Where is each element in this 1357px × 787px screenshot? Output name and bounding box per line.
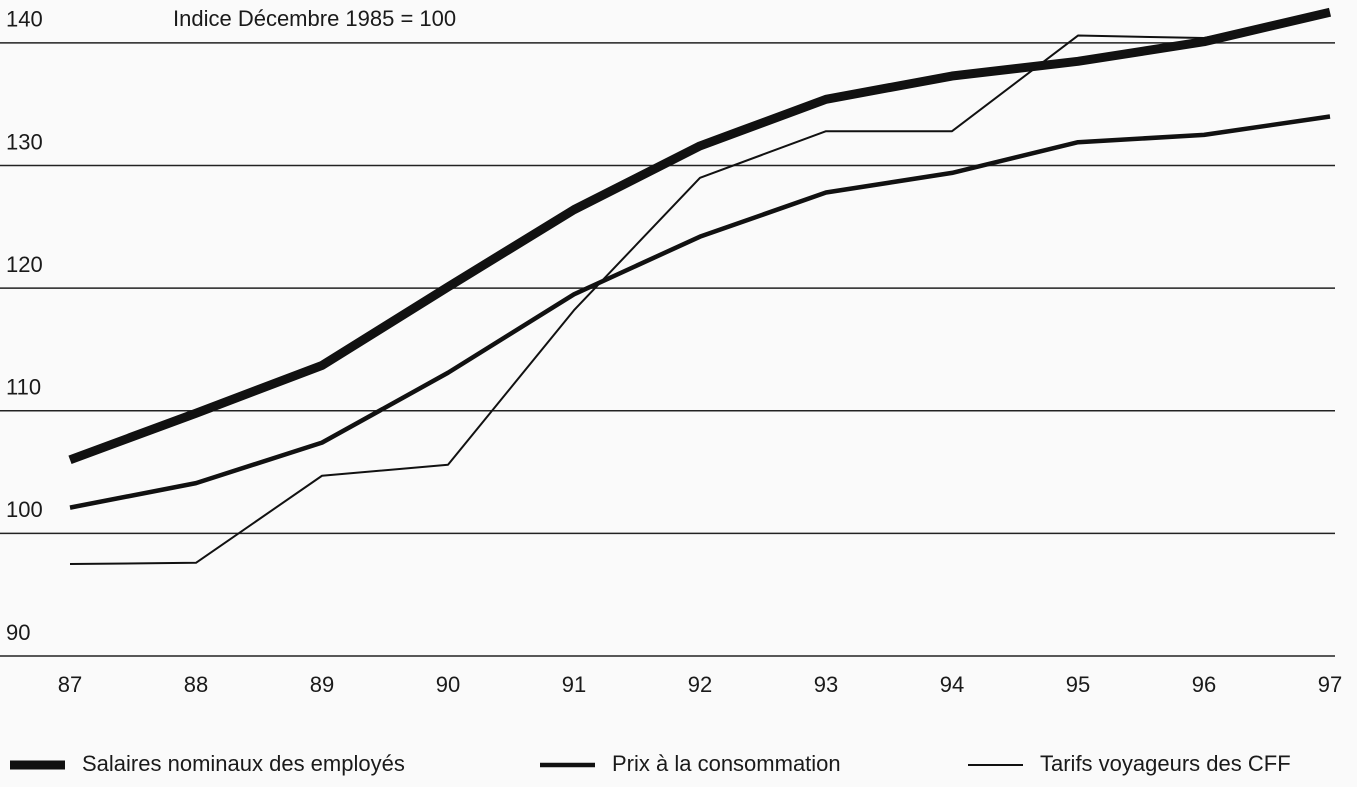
y-tick-label: 110 <box>6 375 41 400</box>
x-tick-label: 91 <box>562 672 586 697</box>
series-line <box>69 13 1331 566</box>
x-tick-label: 96 <box>1192 672 1216 697</box>
y-tick-label: 100 <box>6 497 43 522</box>
x-tick-label: 97 <box>1318 672 1342 697</box>
y-tick-label: 130 <box>6 129 43 154</box>
x-tick-label: 89 <box>310 672 334 697</box>
legend-label: Prix à la consommation <box>612 751 841 776</box>
series-line <box>69 114 1331 510</box>
annotation: Indice Décembre 1985 = 100 <box>173 6 456 31</box>
y-tick-label: 90 <box>6 620 30 645</box>
series-line <box>68 7 1332 465</box>
legend-label: Salaires nominaux des employés <box>82 751 405 776</box>
legend-label: Tarifs voyageurs des CFF <box>1040 751 1291 776</box>
y-tick-label: 120 <box>6 252 43 277</box>
x-tick-label: 90 <box>436 672 460 697</box>
x-tick-label: 95 <box>1066 672 1090 697</box>
x-tick-label: 94 <box>940 672 964 697</box>
x-tick-label: 88 <box>184 672 208 697</box>
x-tick-label: 92 <box>688 672 712 697</box>
y-tick-label: 140 <box>6 7 43 32</box>
x-tick-label: 93 <box>814 672 838 697</box>
x-tick-label: 87 <box>58 672 82 697</box>
